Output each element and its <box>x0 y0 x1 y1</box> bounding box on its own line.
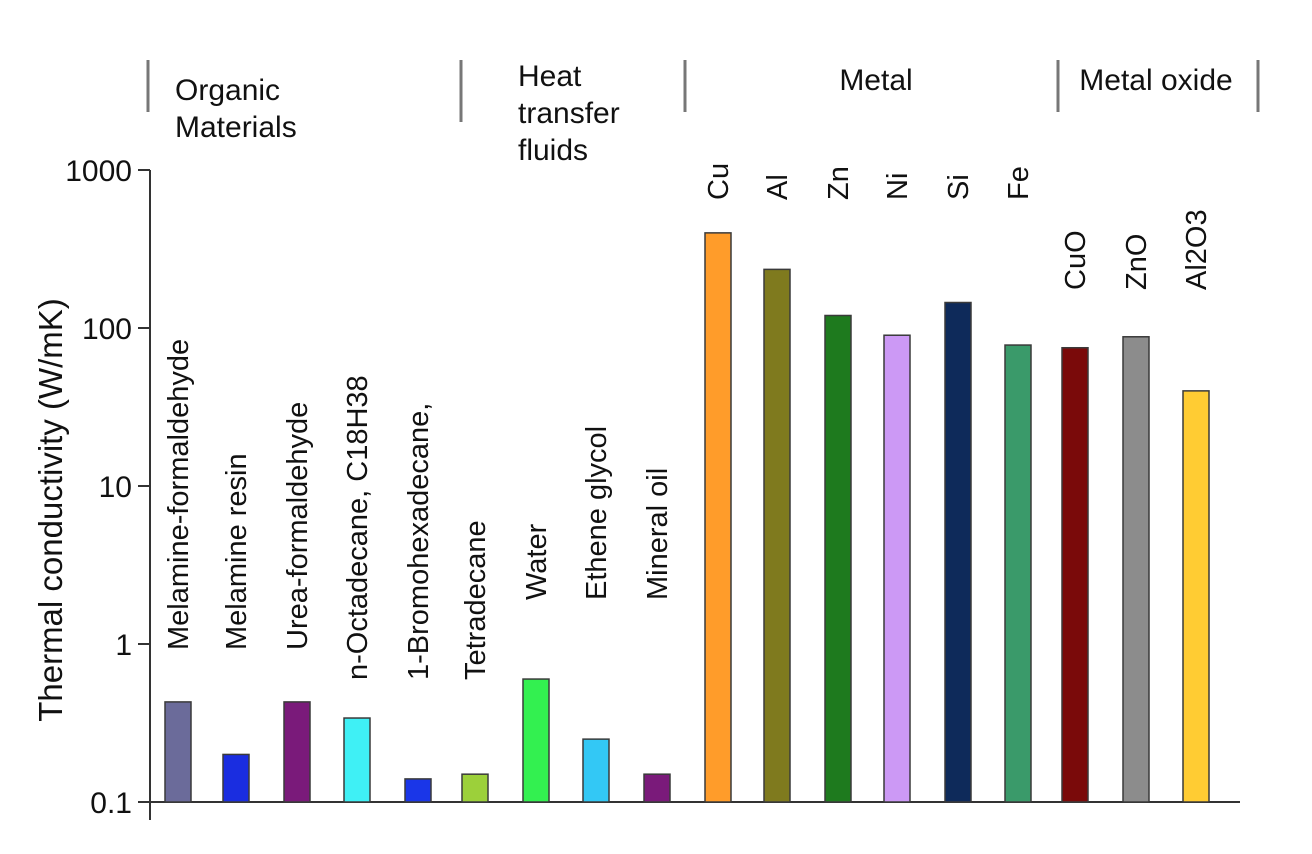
y-tick-label: 1 <box>115 629 132 662</box>
bar <box>1122 336 1150 803</box>
group-label: Metal oxide <box>1079 64 1232 97</box>
group-label: Organic <box>175 74 280 107</box>
bar <box>1061 346 1089 803</box>
category-label: Ethene glycol <box>581 426 613 600</box>
y-tick-label: 0.1 <box>90 787 132 820</box>
bar <box>643 773 671 803</box>
category-label: 1-Bromohexadecane, <box>403 403 435 680</box>
category-label: ZnO <box>1121 234 1153 290</box>
category-label: Tetradecane <box>460 520 492 680</box>
category-label: Zn <box>823 166 855 200</box>
group-label: transfer <box>518 97 620 130</box>
category-label: Melamine resin <box>221 453 253 650</box>
category-label: CuO <box>1060 230 1092 290</box>
bar <box>824 314 852 803</box>
category-label: Si <box>943 174 975 200</box>
bar <box>522 678 550 803</box>
bar <box>222 753 250 803</box>
category-label: Water <box>521 523 553 600</box>
bar <box>883 334 911 803</box>
bar <box>404 778 432 803</box>
bar <box>763 268 791 803</box>
y-tick-label: 10 <box>99 471 132 504</box>
bar <box>704 232 732 803</box>
bar <box>582 738 610 803</box>
bar <box>944 301 972 803</box>
category-label: Melamine-formaldehyde <box>163 339 195 650</box>
bar <box>1004 344 1032 803</box>
category-label: n-Octadecane, C18H38 <box>342 375 374 680</box>
category-label: Ni <box>882 173 914 200</box>
category-label: Urea-formaldehyde <box>282 402 314 650</box>
y-axis-title: Thermal conductivity (W/mK) <box>32 298 69 722</box>
category-label: Fe <box>1003 166 1035 200</box>
bar <box>164 701 192 803</box>
y-tick-label: 1000 <box>65 155 132 188</box>
group-label: Materials <box>175 111 297 144</box>
category-label: Cu <box>703 163 735 200</box>
bar <box>1182 390 1210 803</box>
bar <box>343 717 371 803</box>
group-label: Metal <box>839 64 912 97</box>
category-label: Al2O3 <box>1181 209 1213 290</box>
y-tick-label: 100 <box>82 313 132 346</box>
group-label: fluids <box>518 134 588 167</box>
group-label: Heat <box>518 60 582 93</box>
bar <box>283 701 311 803</box>
category-label: Al <box>762 174 794 200</box>
category-label: Mineral oil <box>642 468 674 600</box>
bar <box>461 773 489 803</box>
